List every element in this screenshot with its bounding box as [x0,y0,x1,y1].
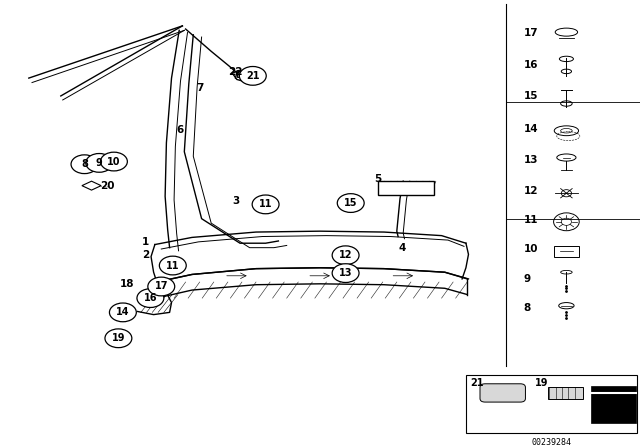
Circle shape [71,155,98,173]
Circle shape [252,195,279,214]
Text: 21: 21 [246,71,260,81]
Text: 11: 11 [524,215,538,224]
Text: 14: 14 [524,124,538,134]
Text: 6: 6 [177,125,184,135]
Text: 12: 12 [339,250,353,260]
Text: 8: 8 [81,159,88,169]
Text: 10: 10 [107,156,121,167]
Text: 19: 19 [534,378,548,388]
Text: 17: 17 [154,281,168,292]
Text: 13: 13 [524,155,538,165]
Bar [378,181,434,195]
Bar [237,71,246,77]
Circle shape [148,277,175,296]
Polygon shape [591,386,636,423]
Text: 19: 19 [111,333,125,343]
Text: 00239284: 00239284 [532,438,572,447]
Text: 8: 8 [524,303,531,313]
Text: 10: 10 [524,244,538,254]
Text: 9: 9 [524,274,531,284]
FancyBboxPatch shape [480,384,525,402]
Text: 12: 12 [524,186,538,196]
Bar [466,375,637,433]
Circle shape [337,194,364,212]
Text: 11: 11 [166,261,180,271]
Circle shape [239,66,266,85]
Circle shape [86,154,113,172]
Text: 2: 2 [142,250,150,260]
Bar [548,388,583,399]
Text: 13: 13 [339,268,353,278]
Text: 3: 3 [232,196,239,206]
Text: 22: 22 [228,67,242,78]
Text: 9: 9 [96,158,102,168]
Text: 20: 20 [100,181,115,191]
Circle shape [159,256,186,275]
Text: 14: 14 [116,307,130,317]
Text: 15: 15 [524,91,538,101]
Text: 1: 1 [142,237,150,247]
Circle shape [332,264,359,283]
Circle shape [137,289,164,307]
Text: 15: 15 [344,198,358,208]
Circle shape [109,303,136,322]
Text: 4: 4 [398,243,406,253]
Circle shape [105,329,132,348]
Text: 16: 16 [524,60,538,70]
Text: 17: 17 [524,29,538,39]
Bar [554,246,579,257]
Circle shape [100,152,127,171]
Text: 5: 5 [374,173,381,184]
Text: 18: 18 [120,279,134,289]
Text: 7: 7 [196,83,204,93]
Text: 11: 11 [259,199,273,209]
Text: 21: 21 [470,378,484,388]
Circle shape [332,246,359,265]
Text: 16: 16 [143,293,157,303]
